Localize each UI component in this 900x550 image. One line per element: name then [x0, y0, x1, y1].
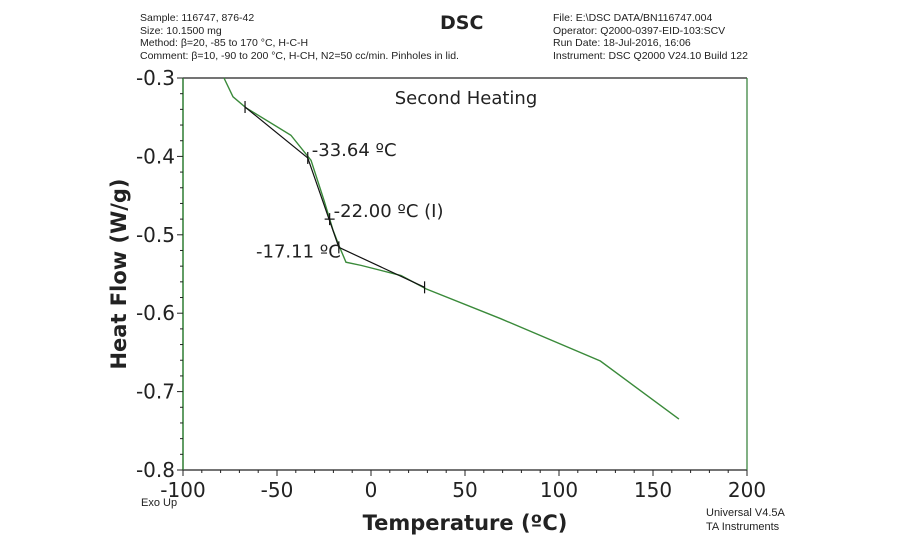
x-tick-label: 0 [365, 478, 378, 502]
y-tick-label: -0.3 [136, 66, 175, 90]
transition-annotation: -33.64 ºC [312, 140, 397, 161]
x-tick-label: -50 [261, 478, 294, 502]
chart-header-title: DSC [440, 12, 484, 34]
x-tick-label: -100 [160, 478, 205, 502]
operator-line: Operator: Q2000-0397-EID-103:SCV [553, 24, 726, 37]
transition-annotation: -17.11 ºC [256, 241, 341, 262]
size-line: Size: 10.1500 mg [140, 24, 222, 37]
comment-line: Comment: β=10, -90 to 200 °C, H-CH, N2=5… [140, 49, 459, 62]
vendor: TA Instruments [706, 521, 780, 533]
file-line: File: E:\DSC DATA/BN116747.004 [553, 12, 713, 24]
y-tick-label: -0.7 [136, 380, 175, 404]
run-date-line: Run Date: 18-Jul-2016, 16:06 [553, 37, 691, 49]
y-tick-label: -0.6 [136, 301, 175, 325]
instrument-line: Instrument: DSC Q2000 V24.10 Build 122 [553, 49, 748, 62]
exo-up-label: Exo Up [141, 497, 178, 509]
sample-info: Sample: 116747, 876-42 Size: 10.1500 mg … [140, 12, 459, 62]
x-tick-label: 150 [634, 478, 672, 502]
tangent-line [338, 246, 425, 288]
file-info: File: E:\DSC DATA/BN116747.004 Operator:… [553, 12, 748, 62]
x-tick-label: 50 [452, 478, 477, 502]
tangent-line [307, 157, 340, 248]
tangent-line [244, 106, 309, 159]
software-info: Universal V4.5A TA Instruments [706, 506, 785, 534]
y-tick-label: -0.8 [136, 458, 175, 482]
software-version: Universal V4.5A [706, 507, 785, 519]
x-tick-label: 100 [540, 478, 578, 502]
chart-title: Second Heating [395, 88, 538, 109]
y-tick-label: -0.4 [136, 144, 175, 168]
transition-annotation: -22.00 ºC (I) [334, 201, 444, 222]
y-axis-label: Heat Flow (W/g) [107, 178, 131, 369]
x-axis-label: Temperature (ºC) [363, 511, 568, 535]
x-tick-label: 200 [728, 478, 766, 502]
sample-line: Sample: 116747, 876-42 [140, 12, 255, 24]
method-line: Method: β=20, -85 to 170 °C, H-C-H [140, 37, 309, 49]
y-tick-label: -0.5 [136, 223, 175, 247]
